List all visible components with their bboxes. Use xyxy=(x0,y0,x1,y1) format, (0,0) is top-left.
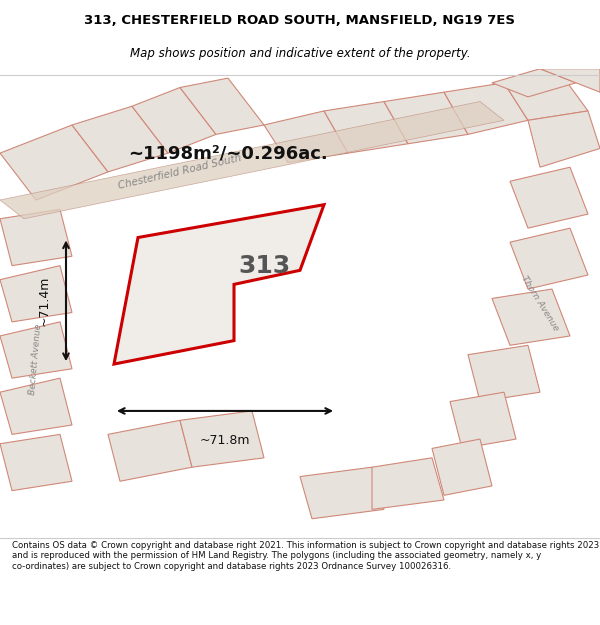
Polygon shape xyxy=(432,439,492,495)
Polygon shape xyxy=(180,78,264,134)
Polygon shape xyxy=(324,101,408,153)
Polygon shape xyxy=(444,82,528,134)
Polygon shape xyxy=(504,78,588,120)
Polygon shape xyxy=(510,167,588,228)
Polygon shape xyxy=(510,228,588,289)
Text: ~71.8m: ~71.8m xyxy=(200,434,250,447)
Text: 313, CHESTERFIELD ROAD SOUTH, MANSFIELD, NG19 7ES: 313, CHESTERFIELD ROAD SOUTH, MANSFIELD,… xyxy=(85,14,515,28)
Text: ~1198m²/~0.296ac.: ~1198m²/~0.296ac. xyxy=(128,144,328,162)
Polygon shape xyxy=(0,101,504,219)
Polygon shape xyxy=(114,205,324,364)
Polygon shape xyxy=(540,69,600,92)
Polygon shape xyxy=(0,378,72,434)
Polygon shape xyxy=(468,345,540,401)
Text: Beckett Avenue: Beckett Avenue xyxy=(28,324,44,395)
Polygon shape xyxy=(384,92,468,144)
Polygon shape xyxy=(492,69,576,97)
Text: ~71.4m: ~71.4m xyxy=(38,276,51,326)
Polygon shape xyxy=(132,88,216,153)
Polygon shape xyxy=(0,209,72,266)
Polygon shape xyxy=(300,468,384,519)
Polygon shape xyxy=(0,125,108,200)
Text: Contains OS data © Crown copyright and database right 2021. This information is : Contains OS data © Crown copyright and d… xyxy=(12,541,599,571)
Polygon shape xyxy=(492,289,570,345)
Polygon shape xyxy=(0,322,72,378)
Polygon shape xyxy=(450,392,516,449)
Polygon shape xyxy=(72,106,168,172)
Polygon shape xyxy=(0,434,72,491)
Text: Thorn Avenue: Thorn Avenue xyxy=(520,274,560,332)
Polygon shape xyxy=(108,420,192,481)
Polygon shape xyxy=(0,266,72,322)
Polygon shape xyxy=(180,411,264,468)
Text: Chesterfield Road South: Chesterfield Road South xyxy=(118,152,242,191)
Text: Map shows position and indicative extent of the property.: Map shows position and indicative extent… xyxy=(130,48,470,61)
Polygon shape xyxy=(264,111,348,162)
Text: 313: 313 xyxy=(238,254,290,278)
Polygon shape xyxy=(372,458,444,509)
Polygon shape xyxy=(528,111,600,167)
